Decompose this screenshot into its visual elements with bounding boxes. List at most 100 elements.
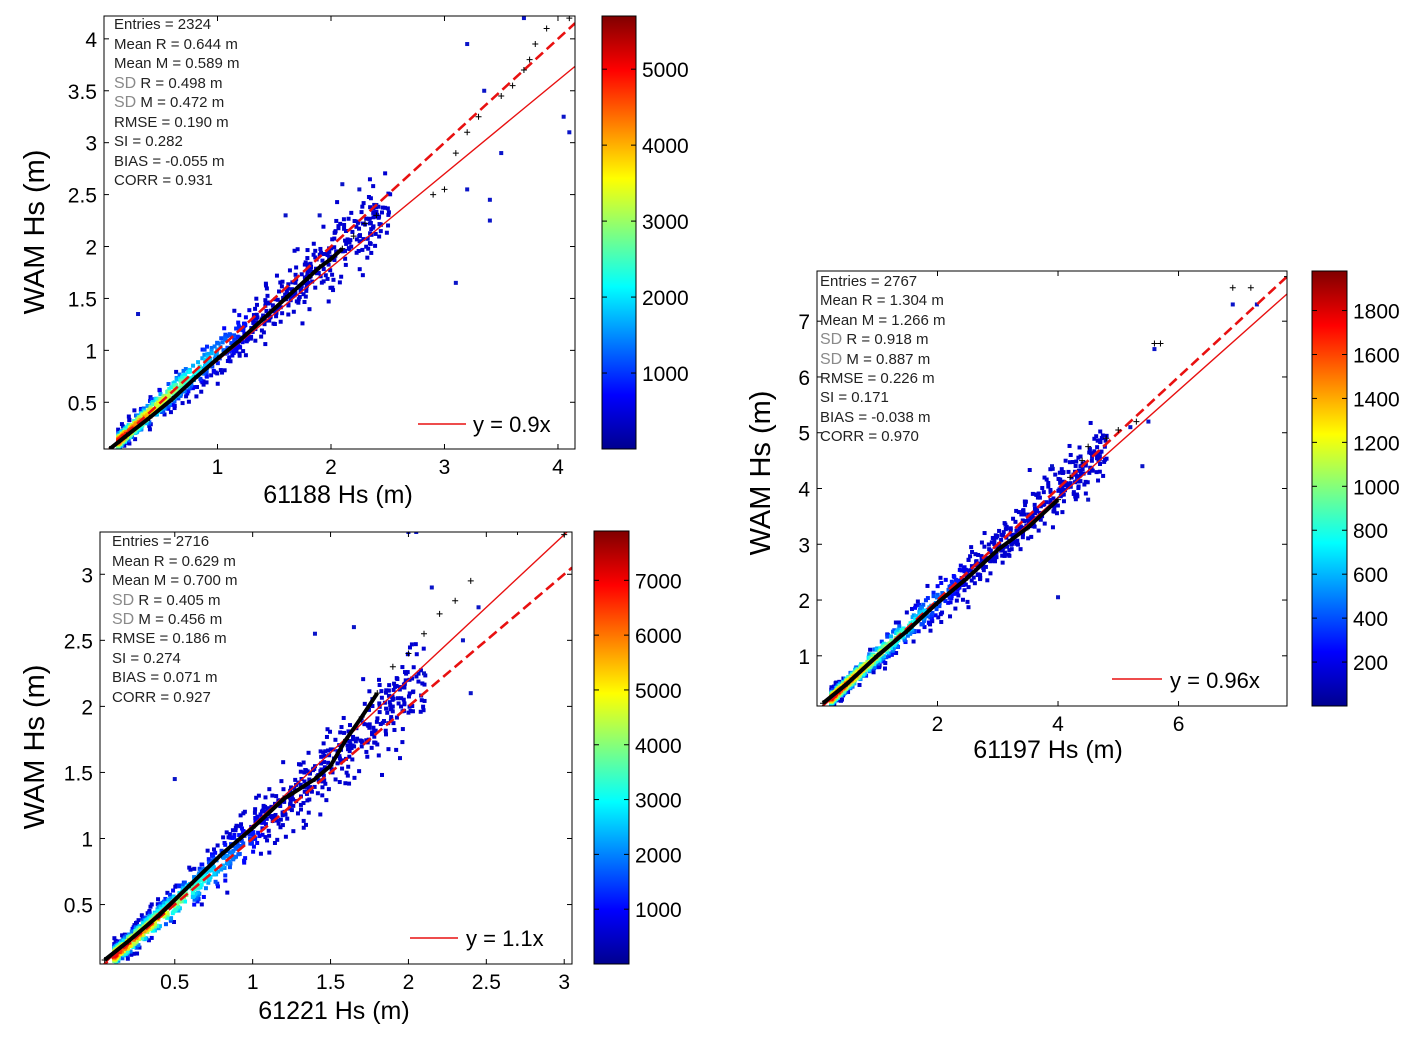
scatter-point [369, 250, 374, 255]
y-tick-label: 3 [85, 133, 97, 156]
scatter-point [143, 936, 148, 941]
scatter-point [221, 855, 226, 860]
scatter-point [140, 936, 145, 941]
scatter-point [928, 628, 933, 633]
scatter-point [1067, 460, 1072, 465]
y-axis-label: WAM Hs (m) [745, 391, 777, 556]
scatter-point [990, 535, 995, 540]
qq-point [311, 776, 318, 783]
qq-point [934, 599, 941, 606]
scatter-point [220, 864, 225, 869]
scatter-point [147, 911, 152, 916]
scatter-point [214, 351, 219, 356]
scatter-point [1073, 472, 1078, 477]
stats-box-61197: Entries = 2767 Mean R = 1.304 m Mean M =… [820, 273, 945, 445]
scatter-point [388, 703, 393, 708]
scatter-point [129, 952, 134, 957]
scatter-point [342, 222, 347, 227]
scatter-point [133, 437, 138, 442]
scatter-point [328, 254, 333, 259]
scatter-point [180, 883, 185, 888]
scatter-point [305, 248, 310, 253]
qq-point [123, 432, 130, 439]
scatter-point [350, 743, 355, 748]
scatter-point [149, 902, 154, 907]
scatter-point [329, 246, 334, 251]
scatter-point [349, 210, 354, 215]
scatter-point [1087, 470, 1092, 475]
x-tick-label: 1 [212, 456, 224, 479]
scatter-point [261, 805, 266, 810]
scatter-point [280, 311, 285, 316]
scatter-point [196, 890, 201, 895]
scatter-point [933, 613, 938, 618]
scatter-point [1066, 469, 1071, 474]
scatter-point [318, 812, 323, 817]
scatter-point [293, 777, 298, 782]
scatter-point [305, 256, 310, 261]
scatter-point [239, 838, 244, 843]
scatter-point [271, 814, 276, 819]
scatter-point [974, 559, 979, 564]
scatter-point [940, 591, 945, 596]
scatter-point [225, 890, 230, 895]
scatter-point [301, 760, 306, 765]
scatter-point [148, 398, 153, 403]
scatter-point [371, 725, 376, 730]
outlier-point [1152, 347, 1157, 352]
scatter-point [931, 594, 936, 599]
scatter-point [1030, 491, 1035, 496]
scatter-point [301, 818, 306, 823]
scatter-point [237, 833, 242, 838]
scatter-point [1071, 490, 1076, 495]
colorbar-tick-label: 400 [1353, 608, 1388, 631]
scatter-point [990, 558, 995, 563]
scatter-point [181, 368, 186, 373]
legend-label: y = 0.9x [473, 412, 551, 437]
scatter-point [275, 297, 280, 302]
scatter-point [1073, 494, 1078, 499]
scatter-point [1088, 420, 1093, 425]
stats-box-61221: Entries = 2716 Mean R = 0.629 m Mean M =… [112, 533, 237, 706]
scatter-point [371, 215, 376, 220]
scatter-point [1038, 517, 1043, 522]
y-tick-label: 3 [798, 534, 810, 557]
scatter-point [248, 832, 253, 837]
scatter-point [177, 385, 182, 390]
scatter-point [1036, 528, 1041, 533]
qq-point [327, 255, 334, 262]
colorbar-tick-label: 1600 [1353, 344, 1400, 367]
scatter-point [251, 320, 256, 325]
scatter-point [909, 606, 914, 611]
scatter-point [1010, 541, 1015, 546]
qq-point [1133, 418, 1140, 425]
scatter-point [881, 659, 886, 664]
scatter-point [291, 803, 296, 808]
scatter-point [386, 693, 391, 698]
scatter-point [378, 222, 383, 227]
scatter-point [134, 945, 139, 950]
scatter-point [372, 740, 377, 745]
scatter-point [360, 247, 365, 252]
scatter-point [320, 793, 325, 798]
scatter-point [183, 899, 188, 904]
scatter-point [141, 918, 146, 923]
scatter-point [934, 607, 939, 612]
colorbar-tick-label: 2000 [642, 287, 689, 310]
scatter-point [177, 897, 182, 902]
scatter-point [117, 949, 122, 954]
scatter-points [101, 532, 572, 964]
scatter-point [232, 308, 237, 313]
scatter-point [211, 854, 216, 859]
scatter-point [1032, 502, 1037, 507]
scatter-point [290, 280, 295, 285]
scatter-point [367, 177, 372, 182]
scatter-point [327, 753, 332, 758]
scatter-point [334, 249, 339, 254]
scatter-point [276, 821, 281, 826]
scatter-point [215, 381, 220, 386]
qq-point [820, 700, 827, 706]
scatter-point [349, 746, 354, 751]
scatter-point [224, 861, 229, 866]
scatter-point [180, 401, 185, 406]
